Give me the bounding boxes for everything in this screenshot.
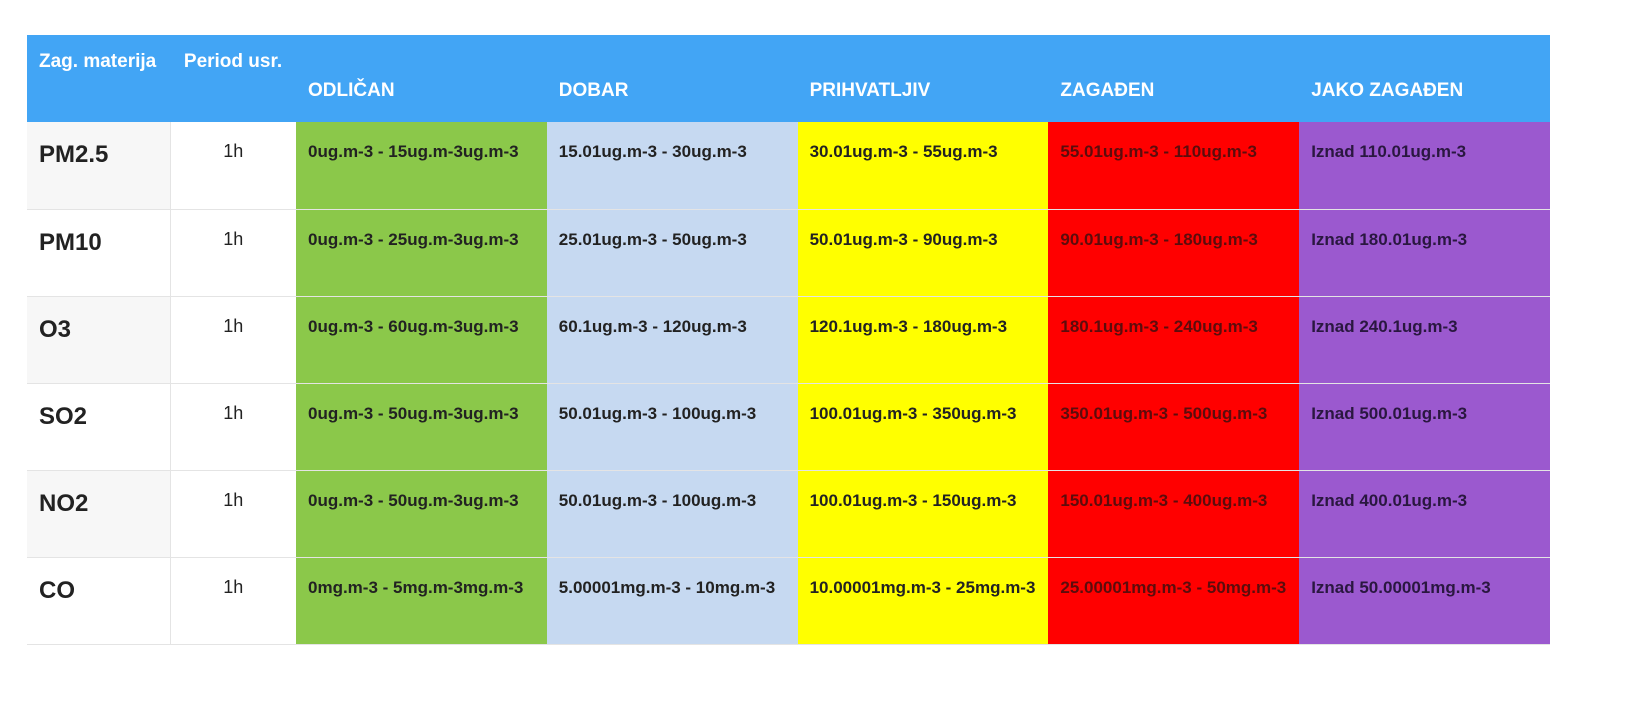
table-cell: 0ug.m-3 - 25ug.m-3ug.m-3 — [296, 209, 547, 297]
pollutant-cell: PM2.5 — [27, 122, 170, 210]
table-cell: 90.01ug.m-3 - 180ug.m-3 — [1048, 209, 1300, 297]
table-cell: 0ug.m-3 - 60ug.m-3ug.m-3 — [296, 296, 547, 384]
table-cell: 25.01ug.m-3 - 50ug.m-3 — [546, 209, 798, 297]
table-row: SO2 1h 0ug.m-3 - 50ug.m-3ug.m-3 50.01ug.m-3… — [27, 383, 1550, 471]
header-cell: ZAGAĐEN — [1048, 35, 1300, 122]
table-cell: 50.01ug.m-3 - 100ug.m-3 — [546, 383, 798, 471]
table-row: NO2 1h 0ug.m-3 - 50ug.m-3ug.m-3 50.01ug.m-3… — [27, 470, 1550, 558]
header-cell: ODLIČAN — [296, 35, 547, 122]
table-cell: 1h — [169, 209, 296, 297]
table-cell: 150.01ug.m-3 - 400ug.m-3 — [1048, 470, 1300, 558]
table-cell: 55.01ug.m-3 - 110ug.m-3 — [1048, 122, 1300, 210]
table-cell: 1h — [169, 383, 296, 471]
table-cell: 350.01ug.m-3 - 500ug.m-3 — [1048, 383, 1300, 471]
table-cell: Iznad 50.00001mg.m-3 — [1299, 557, 1550, 645]
pollutant-cell: CO — [27, 557, 170, 645]
table-cell: 50.01ug.m-3 - 100ug.m-3 — [546, 470, 798, 558]
air-quality-table: Zag. materija Period usr. ODLIČAN DOBAR PRIH… — [27, 35, 1550, 645]
table-cell: 15.01ug.m-3 - 30ug.m-3 — [546, 122, 798, 210]
table-cell: Iznad 500.01ug.m-3 — [1299, 383, 1550, 471]
header-cell: PRIHVATLJIV — [797, 35, 1049, 122]
table-cell: Iznad 110.01ug.m-3 — [1299, 122, 1550, 210]
header-row: Zag. materija Period usr. ODLIČAN DOBAR PRIH… — [27, 35, 1550, 122]
table-row: PM2.5 1h 0ug.m-3 - 15ug.m-3ug.m-3 15.01ug.m… — [27, 122, 1550, 210]
table-cell: 0mg.m-3 - 5mg.m-3mg.m-3 — [296, 557, 547, 645]
table-cell: 1h — [169, 557, 296, 645]
header-cell: Zag. materija — [27, 35, 170, 122]
table-cell: 180.1ug.m-3 - 240ug.m-3 — [1048, 296, 1300, 384]
header-cell: JAKO ZAGAĐEN — [1299, 35, 1550, 122]
table-header: Zag. materija Period usr. ODLIČAN DOBAR PRIH… — [27, 35, 1550, 122]
table-cell: 50.01ug.m-3 - 90ug.m-3 — [797, 209, 1049, 297]
table-cell: 0ug.m-3 - 50ug.m-3ug.m-3 — [296, 383, 547, 471]
table-row: CO 1h 0mg.m-3 - 5mg.m-3mg.m-3 5.00001mg.m-3… — [27, 557, 1550, 645]
pollutant-cell: PM10 — [27, 209, 170, 297]
table-cell: 1h — [169, 296, 296, 384]
table-cell: 120.1ug.m-3 - 180ug.m-3 — [797, 296, 1049, 384]
table-cell: 25.00001mg.m-3 - 50mg.m-3 — [1048, 557, 1300, 645]
table-row: O3 1h 0ug.m-3 - 60ug.m-3ug.m-3 60.1ug.m-3 -… — [27, 296, 1550, 384]
pollutant-cell: NO2 — [27, 470, 170, 558]
table-cell: 1h — [169, 122, 296, 210]
table-row: PM10 1h 0ug.m-3 - 25ug.m-3ug.m-3 25.01ug.m-… — [27, 209, 1550, 297]
table-cell: 30.01ug.m-3 - 55ug.m-3 — [797, 122, 1049, 210]
table-cell: 100.01ug.m-3 - 350ug.m-3 — [797, 383, 1049, 471]
table-cell: Iznad 180.01ug.m-3 — [1299, 209, 1550, 297]
table-cell: 100.01ug.m-3 - 150ug.m-3 — [797, 470, 1049, 558]
table-cell: 0ug.m-3 - 50ug.m-3ug.m-3 — [296, 470, 547, 558]
header-cell: Period usr. — [170, 35, 296, 122]
table-cell: 5.00001mg.m-3 - 10mg.m-3 — [546, 557, 798, 645]
table-body: PM2.5 1h 0ug.m-3 - 15ug.m-3ug.m-3 15.01ug.m… — [27, 122, 1550, 645]
header-cell: DOBAR — [546, 35, 798, 122]
table-cell: 10.00001mg.m-3 - 25mg.m-3 — [797, 557, 1049, 645]
pollutant-cell: O3 — [27, 296, 170, 384]
pollutant-cell: SO2 — [27, 383, 170, 471]
table-cell: 1h — [169, 470, 296, 558]
table-cell: Iznad 240.1ug.m-3 — [1299, 296, 1550, 384]
table-cell: 60.1ug.m-3 - 120ug.m-3 — [546, 296, 798, 384]
table-cell: Iznad 400.01ug.m-3 — [1299, 470, 1550, 558]
table-cell: 0ug.m-3 - 15ug.m-3ug.m-3 — [296, 122, 547, 210]
